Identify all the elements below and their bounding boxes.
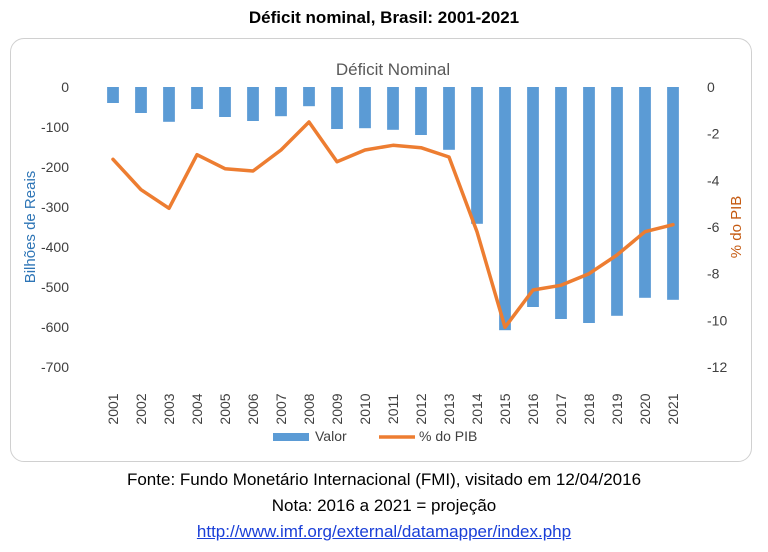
- x-tick-label: 2014: [469, 393, 485, 424]
- bar-valor: [443, 87, 455, 150]
- bar-valor: [667, 87, 679, 300]
- y2-tick-label: -4: [707, 172, 720, 188]
- bar-valor: [387, 87, 399, 130]
- x-tick-label: 2016: [525, 393, 541, 424]
- bar-valor: [219, 87, 231, 117]
- y2-axis-title: % do PIB: [728, 196, 745, 259]
- line-pct-pib: [111, 120, 675, 330]
- page-title: Déficit nominal, Brasil: 2001-2021: [248, 8, 520, 27]
- x-tick-label: 2005: [217, 393, 233, 424]
- legend-label-pct: % do PIB: [419, 428, 477, 444]
- y-tick-label: -200: [41, 159, 69, 175]
- x-tick-label: 2021: [665, 393, 681, 424]
- source-link[interactable]: http://www.imf.org/external/datamapper/i…: [196, 522, 572, 541]
- legend-swatch-valor: [273, 433, 309, 441]
- y2-tick-label: -2: [707, 126, 720, 142]
- x-tick-label: 2007: [273, 393, 289, 424]
- x-tick-label: 2002: [133, 393, 149, 424]
- x-tick-label: 2009: [329, 393, 345, 424]
- x-tick-label: 2015: [497, 393, 513, 424]
- y2-tick-label: -8: [707, 266, 720, 282]
- x-tick-label: 2003: [161, 393, 177, 424]
- y-tick-label: -500: [41, 279, 69, 295]
- bar-valor: [107, 87, 119, 103]
- chart-container: Déficit Nominal 0 -100 -200 -300 -400 -500 -600…: [10, 38, 752, 462]
- y-tick-label: -100: [41, 119, 69, 135]
- source-note: Fonte: Fundo Monetário Internacional (FM…: [126, 470, 642, 489]
- y2-tick-label: -12: [707, 359, 727, 375]
- y-tick-label: -600: [41, 319, 69, 335]
- x-tick-label: 2020: [637, 393, 653, 424]
- source-link-wrapper: http://www.imf.org/external/datamapper/i…: [0, 522, 768, 542]
- bar-valor: [191, 87, 203, 109]
- y-tick-label: -300: [41, 199, 69, 215]
- chart-title: Déficit Nominal: [336, 60, 450, 79]
- y-tick-label: 0: [61, 79, 69, 95]
- y2-tick-label: -10: [707, 312, 727, 328]
- x-tick-label: 2010: [357, 393, 373, 424]
- x-tick-label: 2017: [553, 393, 569, 424]
- bar-valor: [555, 87, 567, 319]
- y-tick-label: -700: [41, 359, 69, 375]
- x-tick-label: 2008: [301, 393, 317, 424]
- y2-tick-label: 0: [707, 79, 715, 95]
- bar-valor: [583, 87, 595, 323]
- bar-valor: [611, 87, 623, 316]
- bar-valor: [471, 87, 483, 224]
- x-tick-label: 2004: [189, 393, 205, 424]
- x-tick-label: 2013: [441, 393, 457, 424]
- bar-valor: [499, 87, 511, 331]
- x-tick-label: 2018: [581, 393, 597, 424]
- projection-note: Nota: 2016 a 2021 = projeção: [271, 496, 497, 515]
- legend-label-valor: Valor: [315, 428, 347, 444]
- x-tick-label: 2006: [245, 393, 261, 424]
- bar-valor: [275, 87, 287, 117]
- bar-valor: [639, 87, 651, 298]
- x-tick-label: 2019: [609, 393, 625, 424]
- bar-valor: [415, 87, 427, 135]
- bar-valor: [303, 87, 315, 107]
- deficit-chart: Déficit Nominal0-100-200-300-400-500-600…: [22, 60, 745, 444]
- bar-valor: [331, 87, 343, 129]
- x-tick-label: 2011: [385, 394, 401, 424]
- y2-tick-label: -6: [707, 219, 720, 235]
- x-tick-label: 2012: [413, 393, 429, 424]
- x-tick-label: 2001: [105, 393, 121, 424]
- bar-valor: [163, 87, 175, 122]
- y-axis-title: Bilhões de Reais: [22, 171, 39, 284]
- y-tick-label: -400: [41, 239, 69, 255]
- bar-valor: [247, 87, 259, 121]
- bar-valor: [527, 87, 539, 307]
- bar-valor: [359, 87, 371, 129]
- bar-valor: [135, 87, 147, 113]
